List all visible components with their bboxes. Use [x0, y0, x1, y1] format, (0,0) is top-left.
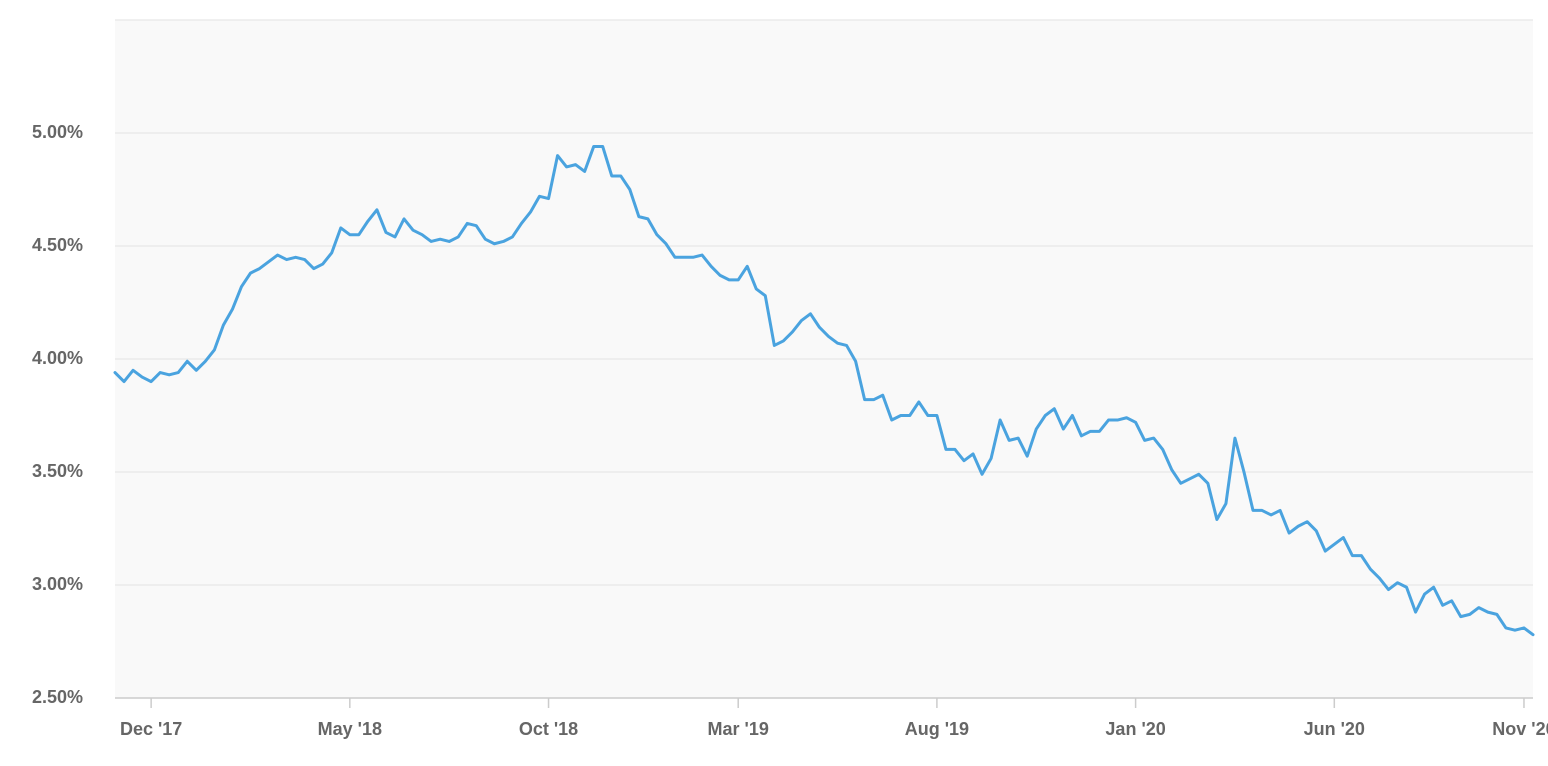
x-tick-label: Aug '19 — [905, 719, 969, 739]
y-tick-label: 3.50% — [32, 461, 83, 481]
x-tick-label: Oct '18 — [519, 719, 578, 739]
x-tick-label: Jan '20 — [1105, 719, 1165, 739]
y-tick-label: 2.50% — [32, 687, 83, 707]
x-tick-label: Mar '19 — [708, 719, 769, 739]
y-tick-label: 4.00% — [32, 348, 83, 368]
x-tick-label: Nov '20 — [1492, 719, 1548, 739]
x-tick-label: May '18 — [318, 719, 382, 739]
x-tick-label: Dec '17 — [120, 719, 182, 739]
y-tick-label: 5.00% — [32, 122, 83, 142]
line-series — [113, 145, 1535, 637]
y-tick-label: 4.50% — [32, 235, 83, 255]
y-tick-label: 3.00% — [32, 574, 83, 594]
x-tick-label: Jun '20 — [1304, 719, 1365, 739]
